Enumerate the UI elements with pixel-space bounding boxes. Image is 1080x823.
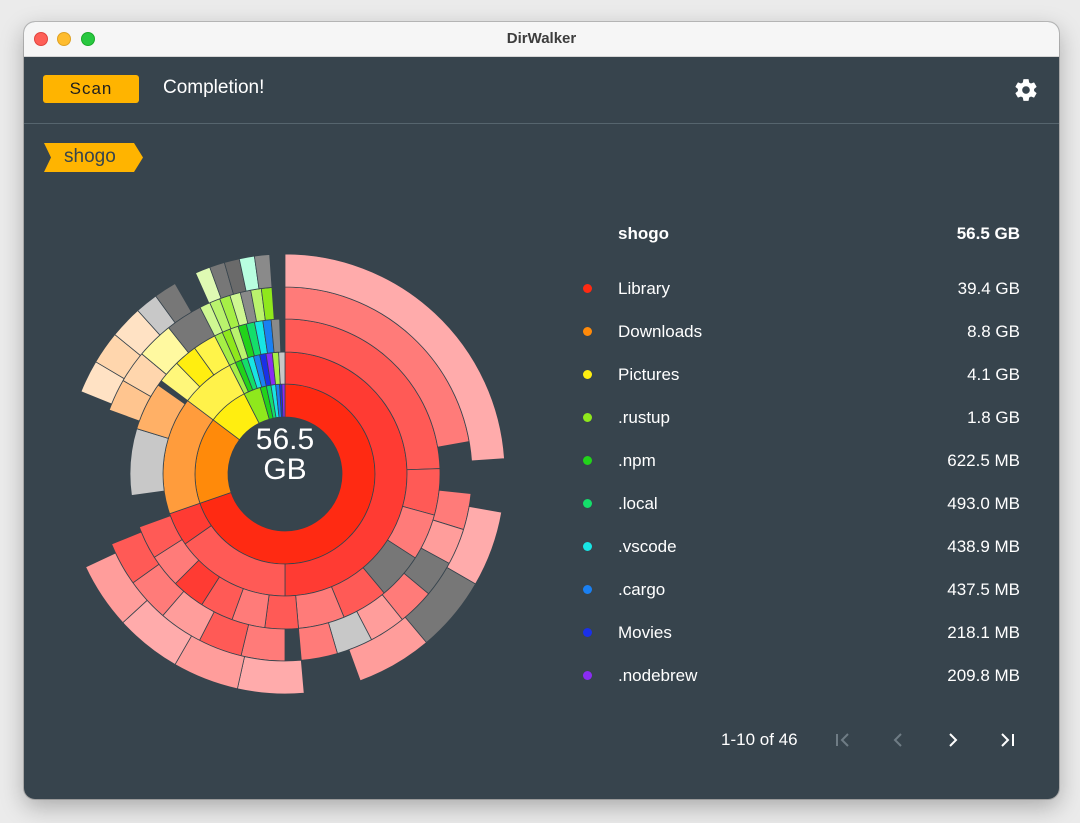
legend-name: .rustup [618, 408, 670, 427]
total-size-label: 56.5 GB [225, 425, 345, 485]
legend-name: Library [618, 279, 670, 298]
scan-button[interactable]: Scan [43, 75, 139, 103]
legend-size: 437.5 MB [947, 580, 1020, 599]
sunburst-segment[interactable] [129, 428, 169, 497]
legend-size: 8.8 GB [967, 322, 1020, 341]
legend-row-pictures[interactable]: Pictures 4.1 GB [579, 360, 1020, 390]
breadcrumb-item-shogo[interactable]: shogo [44, 143, 144, 172]
legend-dot [583, 628, 592, 637]
legend-name: .vscode [618, 537, 677, 556]
legend-row-local[interactable]: .local 493.0 MB [579, 489, 1020, 519]
legend-dot [583, 456, 592, 465]
legend-row-downloads[interactable]: Downloads 8.8 GB [579, 317, 1020, 347]
legend-row-library[interactable]: Library 39.4 GB [579, 274, 1020, 304]
sunburst-segment[interactable] [264, 594, 299, 630]
sunburst-segment[interactable] [253, 254, 273, 290]
legend-dot [583, 542, 592, 551]
legend-name: Pictures [618, 365, 680, 384]
legend-size: 209.8 MB [947, 666, 1020, 685]
close-window-button[interactable] [34, 32, 48, 46]
legend-row-movies[interactable]: Movies 218.1 MB [579, 618, 1020, 648]
first-page-icon[interactable] [830, 727, 856, 753]
legend-name: Movies [618, 623, 672, 642]
legend-dot [583, 671, 592, 680]
total-size-value: 56.5 [255, 423, 315, 456]
legend-row-nodebrew[interactable]: .nodebrew 209.8 MB [579, 661, 1020, 691]
legend-size: 39.4 GB [957, 279, 1020, 298]
legend-size: 622.5 MB [947, 451, 1020, 470]
legend-size: 493.0 MB [947, 494, 1020, 513]
legend-root-name: shogo [618, 224, 669, 243]
legend-row-rustup[interactable]: .rustup 1.8 GB [579, 403, 1020, 433]
gear-icon[interactable] [1013, 77, 1039, 103]
maximize-window-button[interactable] [81, 32, 95, 46]
legend-dot [583, 413, 592, 422]
app-window: DirWalker Scan Completion! shogo 56.5 GB… [24, 22, 1059, 799]
legend-name: .nodebrew [618, 666, 698, 685]
legend-name: .local [618, 494, 658, 513]
toolbar: Scan Completion! [24, 57, 1059, 124]
legend-row-cargo[interactable]: .cargo 437.5 MB [579, 575, 1020, 605]
total-size-unit: GB [263, 453, 307, 486]
chevron-left-icon[interactable] [885, 727, 911, 753]
chevron-right-icon[interactable] [940, 727, 966, 753]
legend-root-row: shogo 56.5 GB [618, 219, 1020, 249]
legend-size: 438.9 MB [947, 537, 1020, 556]
sunburst-segment[interactable] [284, 253, 505, 462]
legend-dot [583, 585, 592, 594]
legend-name: .npm [618, 451, 656, 470]
legend-size: 1.8 GB [967, 408, 1020, 427]
minimize-window-button[interactable] [57, 32, 71, 46]
legend-root-size: 56.5 GB [956, 224, 1020, 243]
legend-size: 4.1 GB [967, 365, 1020, 384]
legend-dot [583, 499, 592, 508]
page-range-label: 1-10 of 46 [721, 730, 798, 749]
legend-dot [583, 327, 592, 336]
legend-name: Downloads [618, 322, 703, 341]
title-bar: DirWalker [24, 22, 1059, 57]
sunburst-chart[interactable] [24, 22, 1059, 799]
legend-dot [583, 370, 592, 379]
breadcrumb-label: shogo [64, 146, 116, 167]
legend-size: 218.1 MB [947, 623, 1020, 642]
legend-dot [583, 284, 592, 293]
sunburst-center [228, 417, 342, 531]
window-title: DirWalker [506, 30, 577, 47]
legend-row-npm[interactable]: .npm 622.5 MB [579, 446, 1020, 476]
legend-row-vscode[interactable]: .vscode 438.9 MB [579, 532, 1020, 562]
sunburst-segment[interactable] [348, 616, 427, 682]
sunburst-segment[interactable] [85, 552, 148, 624]
legend-name: .cargo [618, 580, 666, 599]
status-text: Completion! [163, 77, 265, 98]
sunburst-segment[interactable] [155, 282, 193, 324]
last-page-icon[interactable] [994, 727, 1020, 753]
sunburst-segment[interactable] [298, 622, 338, 661]
sunburst-segment[interactable] [236, 656, 305, 695]
